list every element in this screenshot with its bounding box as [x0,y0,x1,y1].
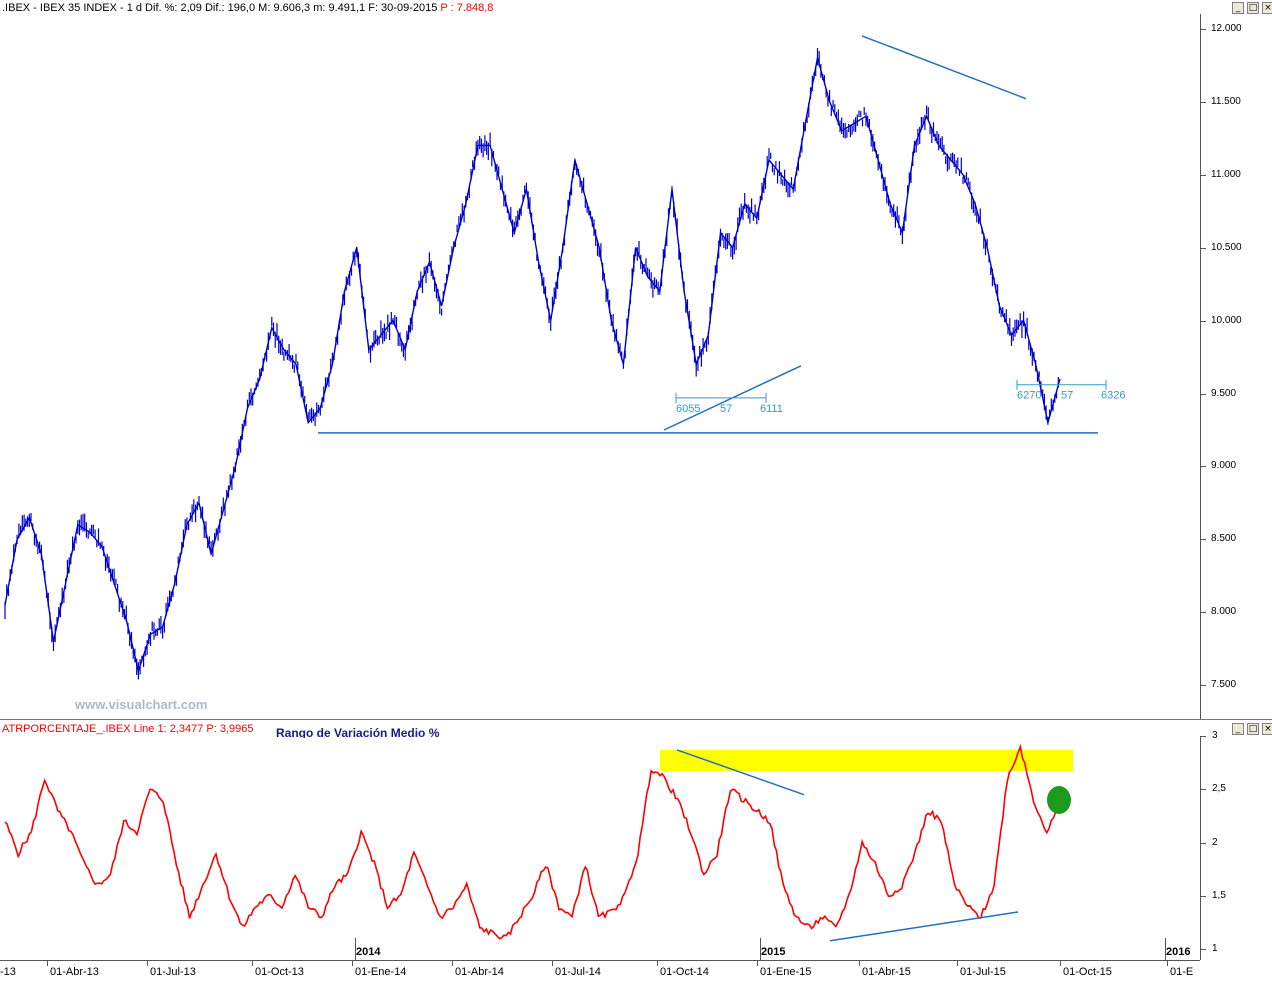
x-tick [352,960,353,966]
top-panel-header: .IBEX - IBEX 35 INDEX - 1 d Dif. %: 2,09… [2,1,493,15]
bottom-panel-header: ATRPORCENTAJE_.IBEX Line 1: 2,3477 P: 3,… [2,722,254,736]
x-tick-label: 01-Abr-13 [50,966,99,978]
price-y-tick [1200,539,1206,540]
atr-chart [4,743,1073,942]
x-tick [757,960,758,966]
price-y-tick [1200,29,1206,30]
x-tick-label: 01-Abr-15 [862,966,911,978]
price-y-tick [1200,248,1206,249]
atr-y-tick [1200,896,1206,897]
price-bars [4,48,1059,680]
x-year-label: 2014 [356,946,381,958]
atr-y-tick [1200,736,1206,737]
x-year-label: 2015 [761,946,786,958]
price-y-tick [1200,612,1206,613]
highlight-band [660,749,1073,772]
x-tick [552,960,553,966]
x-tick-label: 01-E [1170,966,1194,978]
price-y-axis [1200,14,1272,719]
panel-divider [0,719,1272,720]
top-window-controls: _ □ × [1232,2,1272,14]
x-tick [147,960,148,966]
bottom-header-text: ATRPORCENTAJE_.IBEX Line 1: 2,3477 [2,723,204,735]
x-tick [657,960,658,966]
atr-y-tick [1200,843,1206,844]
indicator-subtitle: Rango de Variación Medio % [276,727,440,738]
measure-label: 6111 [760,403,783,415]
x-tick-label: 01-Ene-15 [760,966,812,978]
x-tick-label: 01-Oct-14 [660,966,709,978]
atr-rising-trendline [829,911,1019,942]
maximize-button-lower[interactable]: □ [1247,723,1259,735]
price-y-tick [1200,102,1206,103]
price-y-tick-label: 11.000 [1211,169,1241,180]
measure-label: 57 [1061,390,1073,402]
measure-label: 6270 [1017,390,1041,402]
price-y-tick [1200,321,1206,322]
measure-label: 6326 [1101,390,1125,402]
top-header-text: .IBEX - IBEX 35 INDEX - 1 d Dif. %: 2,09… [2,2,438,14]
atr-y-axis [1200,736,1272,960]
measure-label: 57 [720,403,732,415]
x-tick [957,960,958,966]
maximize-button[interactable]: □ [1247,2,1259,14]
x-year-label: 2016 [1166,946,1191,958]
atr-y-tick-label: 3 [1212,730,1218,741]
x-tick-label: 01-Jul-14 [555,966,601,978]
x-tick [859,960,860,966]
price-y-tick-label: 12.000 [1211,23,1242,34]
price-y-tick-label: 9.000 [1211,460,1237,471]
x-tick-label: 01-Ene-14 [355,966,407,978]
x-tick [1060,960,1061,966]
atr-y-tick-label: 2 [1212,837,1218,848]
x-tick-label: 01-Jul-13 [150,966,196,978]
price-y-tick [1200,685,1206,686]
atr-y-tick-label: 2,5 [1212,783,1226,794]
price-y-tick [1200,466,1206,467]
year-divider [760,938,761,960]
price-y-tick-label: 11.500 [1211,96,1241,107]
bottom-header-highlight: P: 3,9965 [206,723,254,735]
measure-label: 6055 [676,403,700,415]
price-y-tick-label: 10.500 [1211,242,1242,253]
x-tick-label: 01-Abr-14 [455,966,504,978]
atr-falling-trendline [676,749,805,796]
minimize-button-lower[interactable]: _ [1232,723,1244,735]
price-y-tick-label: 9.500 [1211,388,1237,399]
top-header-highlight: P : 7.848,8 [440,2,494,14]
x-tick [452,960,453,966]
price-y-tick-label: 8.000 [1211,606,1237,617]
x-tick [252,960,253,966]
highlight-circle [1047,786,1071,814]
close-button-lower[interactable]: × [1262,723,1272,735]
atr-line [4,743,1061,940]
measurement-arrows [675,379,1107,403]
price-y-tick-label: 8.500 [1211,533,1237,544]
x-tick-label: -13 [0,966,16,978]
x-tick-label: 01-Oct-15 [1063,966,1112,978]
close-button[interactable]: × [1262,2,1272,14]
price-y-tick-label: 10.000 [1211,315,1242,326]
price-y-tick [1200,394,1206,395]
x-tick [47,960,48,966]
bottom-window-controls: _ □ × [1232,723,1272,735]
price-y-tick-label: 7.500 [1211,679,1237,690]
year-divider [1165,938,1166,960]
x-tick-label: 01-Oct-13 [255,966,304,978]
atr-y-tick [1200,789,1206,790]
resistance-trendline [861,35,1027,100]
atr-y-tick-label: 1,5 [1212,890,1226,901]
x-tick-label: 01-Jul-15 [960,966,1006,978]
watermark: www.visualchart.com [75,697,208,712]
price-line [4,57,1061,674]
x-axis-line [0,960,1200,961]
x-tick [1167,960,1168,966]
minimize-button[interactable]: _ [1232,2,1244,14]
price-y-tick [1200,175,1206,176]
year-divider [355,938,356,960]
atr-y-tick [1200,949,1206,950]
price-chart: 6055 57 6111 6270 57 6326 [4,35,1125,680]
atr-y-tick-label: 1 [1212,943,1218,954]
